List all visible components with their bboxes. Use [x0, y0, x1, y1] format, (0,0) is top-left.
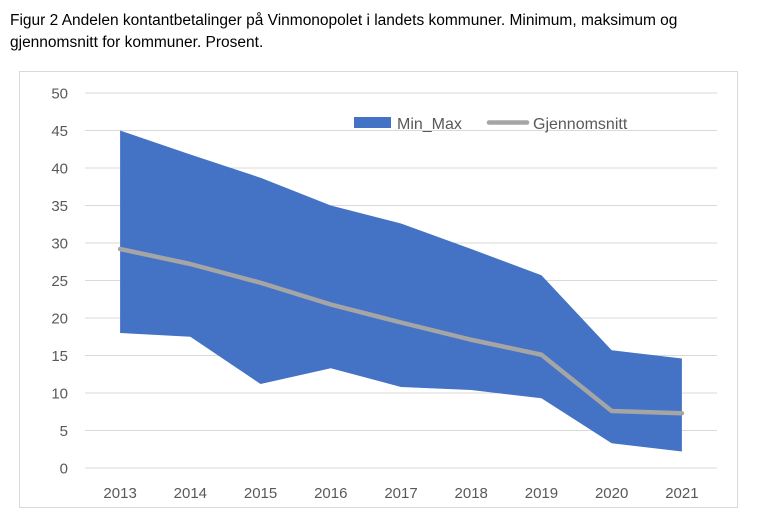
x-tick-label: 2015 — [244, 485, 277, 502]
x-tick-label: 2014 — [174, 485, 207, 502]
y-tick-label: 40 — [51, 161, 68, 178]
x-tick-label: 2019 — [525, 485, 558, 502]
legend-swatch-min-max — [354, 117, 391, 128]
figure-caption: Figur 2 Andelen kontantbetalinger på Vin… — [10, 12, 678, 51]
y-tick-label: 5 — [60, 423, 68, 440]
min-max-area — [120, 130, 682, 452]
y-tick-label: 10 — [51, 386, 68, 403]
x-tick-label: 2018 — [455, 485, 488, 502]
x-tick-label: 2017 — [384, 485, 417, 502]
y-tick-label: 50 — [51, 86, 68, 103]
legend-label-min-max: Min_Max — [397, 116, 462, 133]
y-tick-label: 30 — [51, 236, 68, 253]
y-tick-label: 0 — [60, 461, 68, 478]
y-tick-label: 20 — [51, 311, 68, 328]
chart-frame — [19, 71, 738, 508]
x-tick-label: 2013 — [103, 485, 136, 502]
y-tick-label: 45 — [51, 123, 68, 140]
legend-label-gjennomsnitt: Gjennomsnitt — [533, 116, 628, 133]
x-tick-label: 2016 — [314, 485, 347, 502]
gjennomsnitt-line — [117, 246, 685, 416]
x-tick-label: 2020 — [595, 485, 628, 502]
y-tick-label: 15 — [51, 348, 68, 365]
y-tick-label: 35 — [51, 198, 68, 215]
x-tick-label: 2021 — [665, 485, 698, 502]
y-tick-label: 25 — [51, 273, 68, 290]
